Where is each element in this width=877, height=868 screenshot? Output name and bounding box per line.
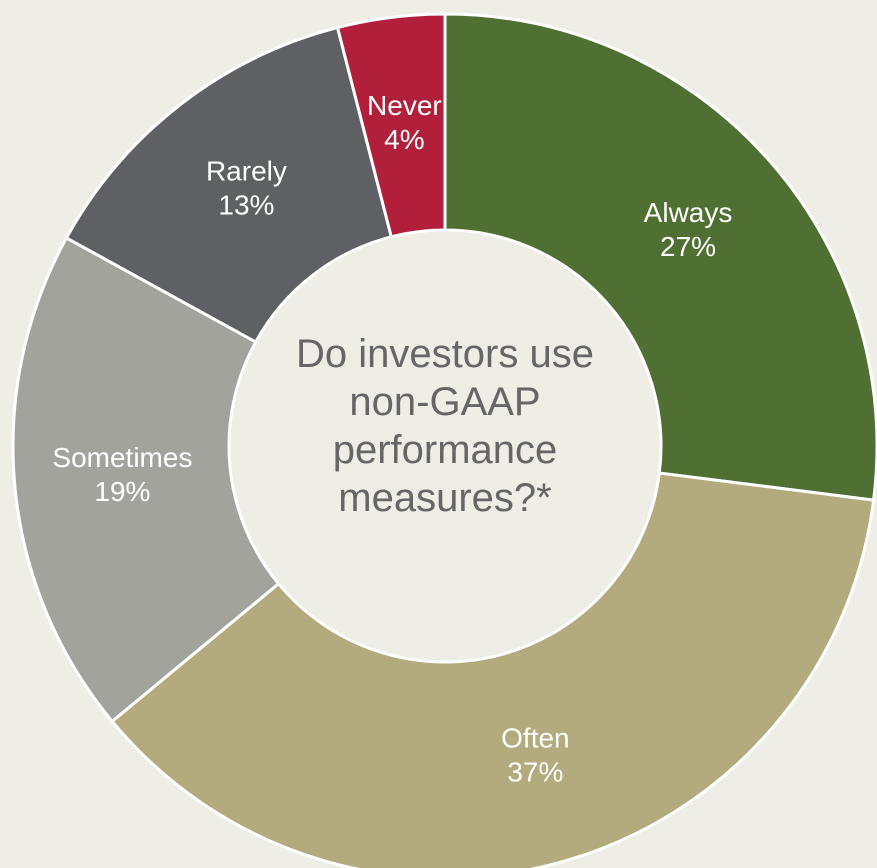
chart-title: Do investors use non-GAAP performance me… [296,332,594,520]
slice [11,235,281,724]
donut-hole [230,231,660,661]
value-label: 13% [218,189,274,220]
slice [335,12,447,239]
slice-label: Sometimes [52,442,192,473]
slice-label: Always [644,197,733,228]
value-label: 37% [507,757,563,788]
value-label: 27% [660,231,716,262]
slice [443,12,877,502]
value-label: 19% [94,476,150,507]
slice-label: Often [501,723,569,754]
slice [110,471,876,868]
slice-label: Rarely [206,155,287,186]
value-label: 4% [384,124,424,155]
slice-label: Never [367,90,442,121]
slice [64,25,394,344]
